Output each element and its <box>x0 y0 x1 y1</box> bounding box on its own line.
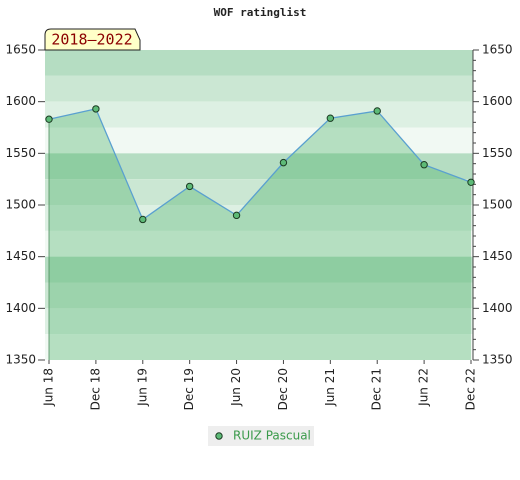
y2-tick-label: 1350 <box>482 353 513 367</box>
point <box>185 182 194 191</box>
y-tick-label: 1500 <box>5 198 36 212</box>
band <box>45 179 473 205</box>
x-tick-label: Dec 18 <box>88 368 102 410</box>
legend-box <box>208 426 314 446</box>
y2-tick-label: 1550 <box>482 146 513 160</box>
band <box>45 282 473 309</box>
x-tick-label: Jun 21 <box>323 368 337 407</box>
x-tick-label: Dec 22 <box>464 368 478 410</box>
point <box>232 211 241 220</box>
annotation-text: 2018–2022 <box>51 31 132 49</box>
band <box>45 308 473 335</box>
band <box>45 75 473 102</box>
area <box>49 108 471 361</box>
y-tick-label: 1350 <box>5 353 36 367</box>
y-tick-label: 1450 <box>5 249 36 263</box>
point <box>279 158 288 167</box>
band <box>45 205 473 231</box>
y2-tick-label: 1450 <box>482 249 513 263</box>
point <box>45 115 53 123</box>
x-tick-label: Dec 20 <box>276 368 290 410</box>
point <box>373 107 381 115</box>
band <box>45 230 473 257</box>
point <box>139 215 147 224</box>
legend-text: RUIZ Pascual <box>233 429 311 443</box>
y-tick-label: 1400 <box>5 301 36 315</box>
x-tick-label: Jun 19 <box>135 368 149 407</box>
y-tick-label: 1650 <box>5 43 36 57</box>
x-tick-label: Dec 21 <box>370 368 384 410</box>
x-tick-label: Dec 19 <box>182 368 196 410</box>
y-tick-label: 1600 <box>5 94 36 108</box>
line <box>48 108 472 221</box>
point <box>326 114 335 122</box>
y-tick-label: 1550 <box>5 146 36 160</box>
band <box>45 334 473 360</box>
y2-tick-label: 1500 <box>482 198 513 212</box>
y2-tick-label: 1400 <box>482 301 513 315</box>
x-tick-label: Jun 18 <box>42 368 56 407</box>
point <box>92 105 100 113</box>
band <box>45 50 473 76</box>
legend-marker <box>215 432 223 440</box>
y2-tick-label: 1650 <box>482 43 513 57</box>
point <box>467 178 475 186</box>
band <box>45 256 473 283</box>
point <box>420 161 428 169</box>
band <box>45 101 473 128</box>
annotation-box <box>44 28 141 51</box>
x-tick-label: Jun 20 <box>229 368 243 407</box>
x-tick-label: Jun 22 <box>417 368 431 407</box>
chart-title: WOF ratinglist <box>214 6 307 19</box>
y2-tick-label: 1600 <box>482 94 513 108</box>
band <box>45 127 473 154</box>
annotation: 2018–2022 <box>44 28 141 51</box>
